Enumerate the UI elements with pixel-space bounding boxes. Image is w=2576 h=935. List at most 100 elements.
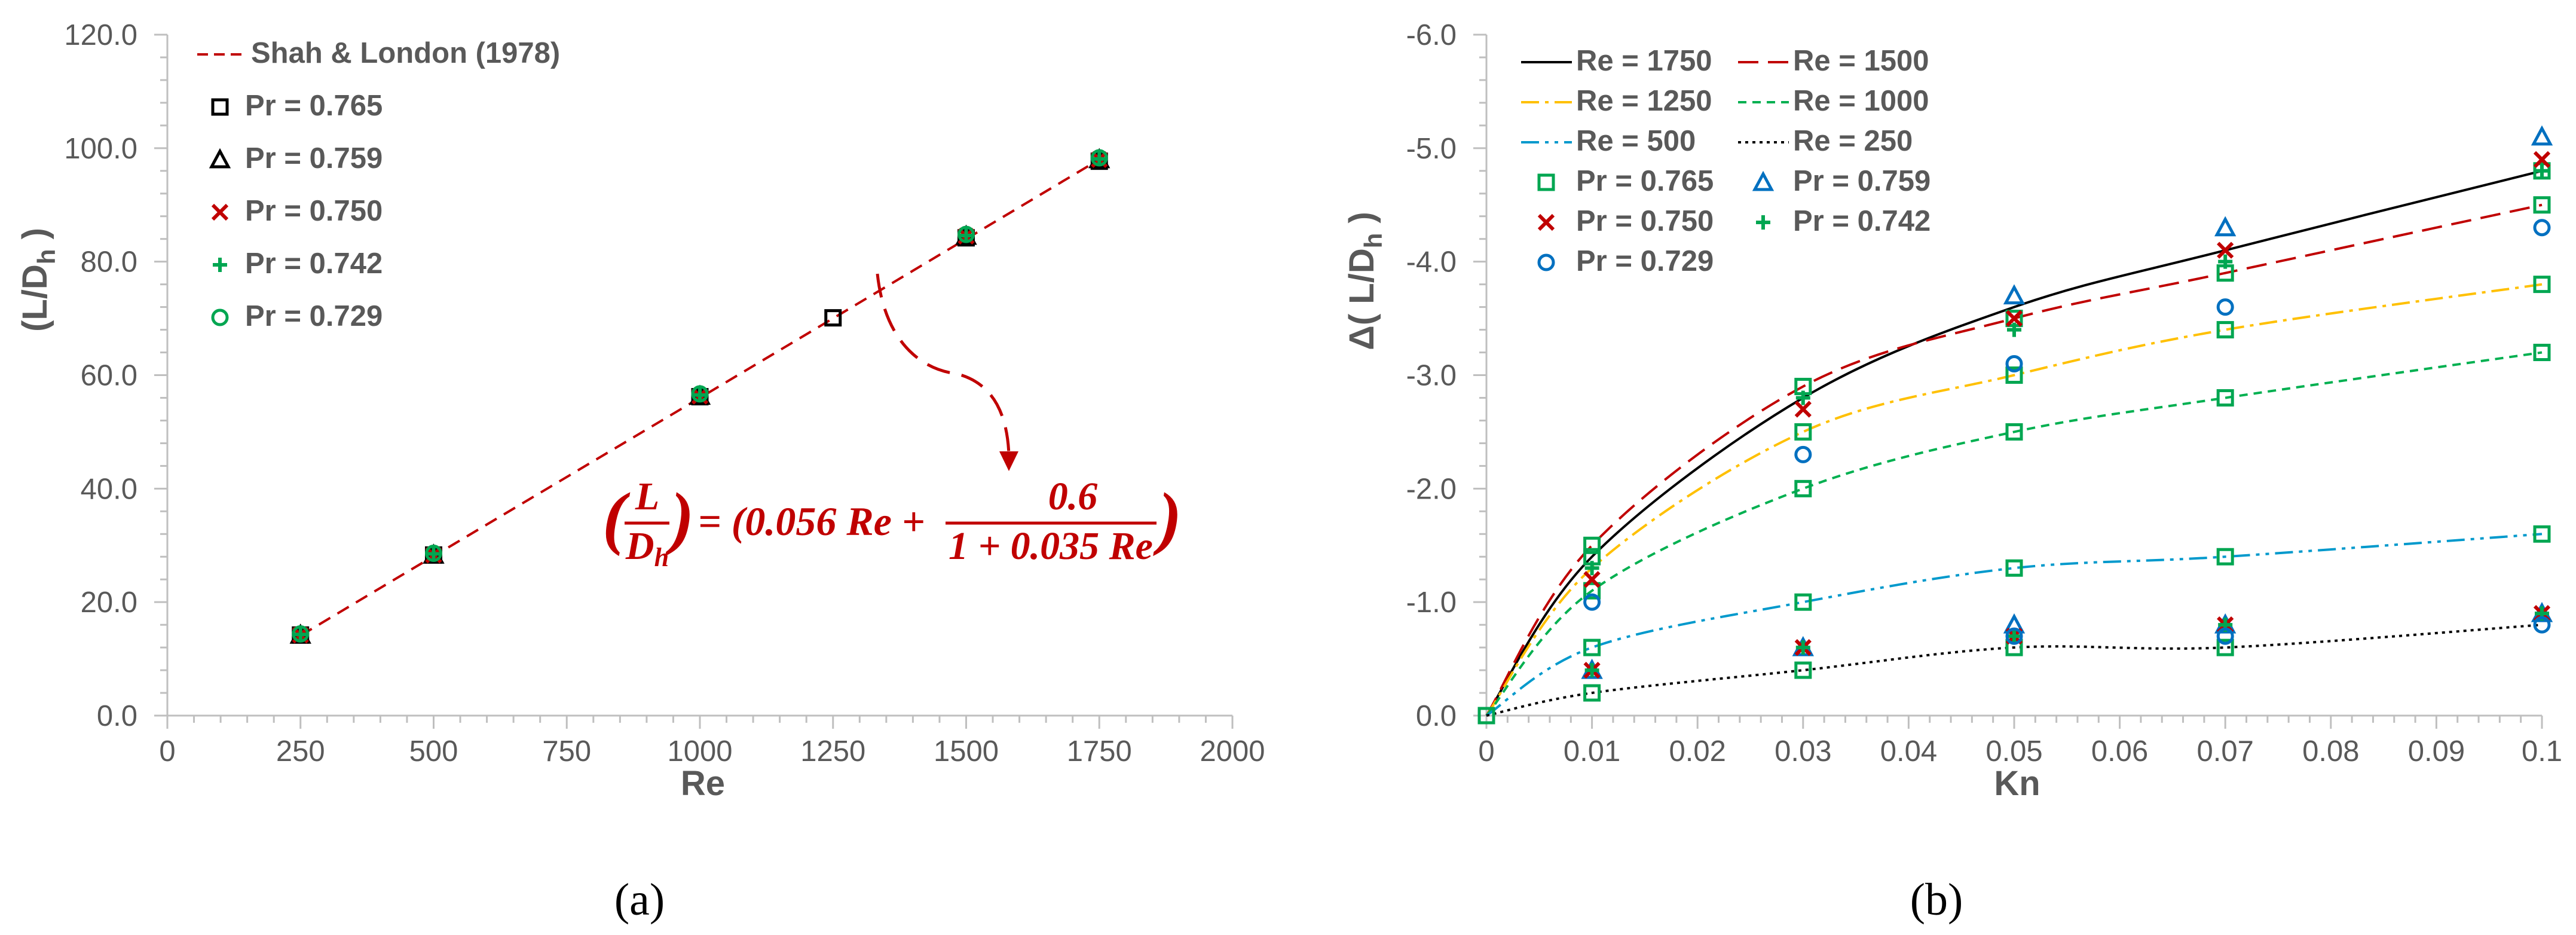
series-line <box>1485 169 2543 717</box>
panel-b-xtick-label: 0.08 <box>2302 735 2359 768</box>
data-point <box>2005 423 2023 441</box>
legend-marker <box>1756 215 1770 230</box>
data-point <box>2005 627 2023 645</box>
equation-frac-num: 0.6 <box>1048 475 1098 518</box>
panel-b-ytick-label: 0.0 <box>1416 700 1457 732</box>
legend-label: Re = 500 <box>1576 125 1696 157</box>
equation-arrow <box>876 273 1011 455</box>
data-point <box>2217 242 2234 259</box>
data-point <box>425 545 442 563</box>
data-point <box>2216 389 2234 407</box>
data-point <box>2533 525 2551 543</box>
data-point <box>1583 684 1601 702</box>
svg-text:(: ( <box>602 478 631 557</box>
panel-b-y-tick-labels: 0.0 -1.0 -2.0 -3.0 -4.0 -5.0 -6.0 <box>1406 19 1457 732</box>
panel-a-axes <box>154 33 1234 729</box>
panel-b-ytick-label: -2.0 <box>1406 473 1457 505</box>
panel-a-x-tick-labels: 0 250 500 750 1000 1250 1500 1750 2000 <box>159 735 1265 768</box>
data-point <box>1584 561 1599 576</box>
panel-b-ytick-label: -5.0 <box>1406 133 1457 165</box>
data-point <box>1795 640 1810 655</box>
series-line <box>1485 533 2543 717</box>
data-point <box>1794 479 1812 497</box>
equation-middle: = (0.056 Re + <box>698 499 925 544</box>
panel-a: 0.0 20.0 40.0 60.0 80.0 100.0 120.0 0 250 500 750… <box>16 19 1265 925</box>
panel-a-xtick-label: 250 <box>276 735 325 768</box>
legend-label: Pr = 0.742 <box>245 248 383 280</box>
data-point <box>1794 423 1812 441</box>
panel-a-xtick-label: 0 <box>159 735 175 768</box>
legend-marker <box>211 98 229 116</box>
data-point <box>2531 125 2553 146</box>
data-point <box>1794 445 1812 463</box>
data-point <box>1794 593 1812 611</box>
legend-marker <box>211 308 229 326</box>
data-point <box>2216 638 2234 656</box>
panel-a-ytick-label: 20.0 <box>81 586 137 619</box>
panel-b-legend: Re = 1750 Re = 1500 Re = 1250 Re = 1000 Re =… <box>1521 45 1931 277</box>
data-point <box>2003 284 2026 305</box>
data-point <box>1794 661 1812 679</box>
series-line-shah-london <box>299 158 1100 637</box>
legend-marker <box>1537 173 1555 191</box>
legend-marker <box>1537 253 1555 271</box>
data-point <box>426 546 441 561</box>
data-point <box>2214 216 2237 237</box>
equation-frac-den: 1 + 0.035 Re <box>949 524 1153 568</box>
legend-marker <box>209 148 231 169</box>
data-point <box>293 627 308 642</box>
panel-a-ytick-label: 60.0 <box>81 360 137 392</box>
panel-a-xtick-label: 1750 <box>1067 735 1132 768</box>
data-point <box>1584 663 1599 678</box>
panel-b-ytick-label: -4.0 <box>1406 246 1457 279</box>
legend-label: Pr = 0.765 <box>245 90 383 122</box>
panel-b-markers <box>1477 125 2553 725</box>
series-line <box>1486 624 2543 717</box>
data-point <box>2535 163 2549 178</box>
panel-a-xtick-label: 750 <box>542 735 591 768</box>
panel-a-y-tick-labels: 0.0 20.0 40.0 60.0 80.0 100.0 120.0 <box>64 19 137 732</box>
legend-label: Pr = 0.759 <box>1793 165 1931 197</box>
panel-a-ytick-label: 120.0 <box>64 19 137 51</box>
series-line <box>1485 283 2543 717</box>
panel-b-xtick-label: 0.1 <box>2522 735 2562 768</box>
data-point <box>1583 582 1601 600</box>
panel-a-caption: (a) <box>614 875 665 925</box>
panel-b-xtick-label: 0.03 <box>1775 735 1831 768</box>
panel-a-xtick-label: 2000 <box>1200 735 1265 768</box>
data-point <box>2216 298 2234 316</box>
equation-lhs-den: Dh <box>625 524 669 572</box>
panel-b-xtick-label: 0.05 <box>1985 735 2042 768</box>
legend-label: Re = 1750 <box>1576 45 1712 77</box>
panel-b-ytick-label: -3.0 <box>1406 360 1457 392</box>
data-point <box>292 625 310 643</box>
series-line <box>1485 351 2543 717</box>
panel-b-xtick-label: 0.02 <box>1669 735 1726 768</box>
equation-close: ) <box>1153 478 1182 557</box>
panel-a-ytick-label: 40.0 <box>81 473 137 505</box>
legend-label: Pr = 0.742 <box>1793 205 1931 237</box>
panel-a-legend: Shah & London (1978) Pr = 0.765 Pr = 0.759… <box>197 37 560 332</box>
data-point <box>2005 355 2023 373</box>
legend-label: Pr = 0.729 <box>245 300 383 332</box>
panel-a-xtick-label: 1250 <box>800 735 865 768</box>
data-point <box>2533 219 2551 237</box>
panel-b-ytick-label: -1.0 <box>1406 586 1457 619</box>
panel-a-ytick-label: 0.0 <box>97 700 137 732</box>
data-point <box>2007 629 2021 644</box>
legend-label: Shah & London (1978) <box>251 37 560 69</box>
data-point <box>1583 638 1601 656</box>
legend-marker <box>211 203 229 221</box>
data-point <box>1583 571 1601 588</box>
data-point <box>2007 322 2021 337</box>
panel-b-xtick-label: 0.06 <box>2091 735 2148 768</box>
panel-b-xtick-label: 0.09 <box>2408 735 2465 768</box>
panel-a-xtick-label: 500 <box>409 735 458 768</box>
legend-marker <box>213 258 227 272</box>
equation-lhs-num: L <box>635 475 659 518</box>
data-point <box>691 385 709 403</box>
equation: ( L Dh ) = (0.056 Re + 0.6 1 + 0.035 Re … <box>602 475 1182 572</box>
data-point <box>2005 366 2023 384</box>
panel-b-axes <box>1473 33 2543 729</box>
